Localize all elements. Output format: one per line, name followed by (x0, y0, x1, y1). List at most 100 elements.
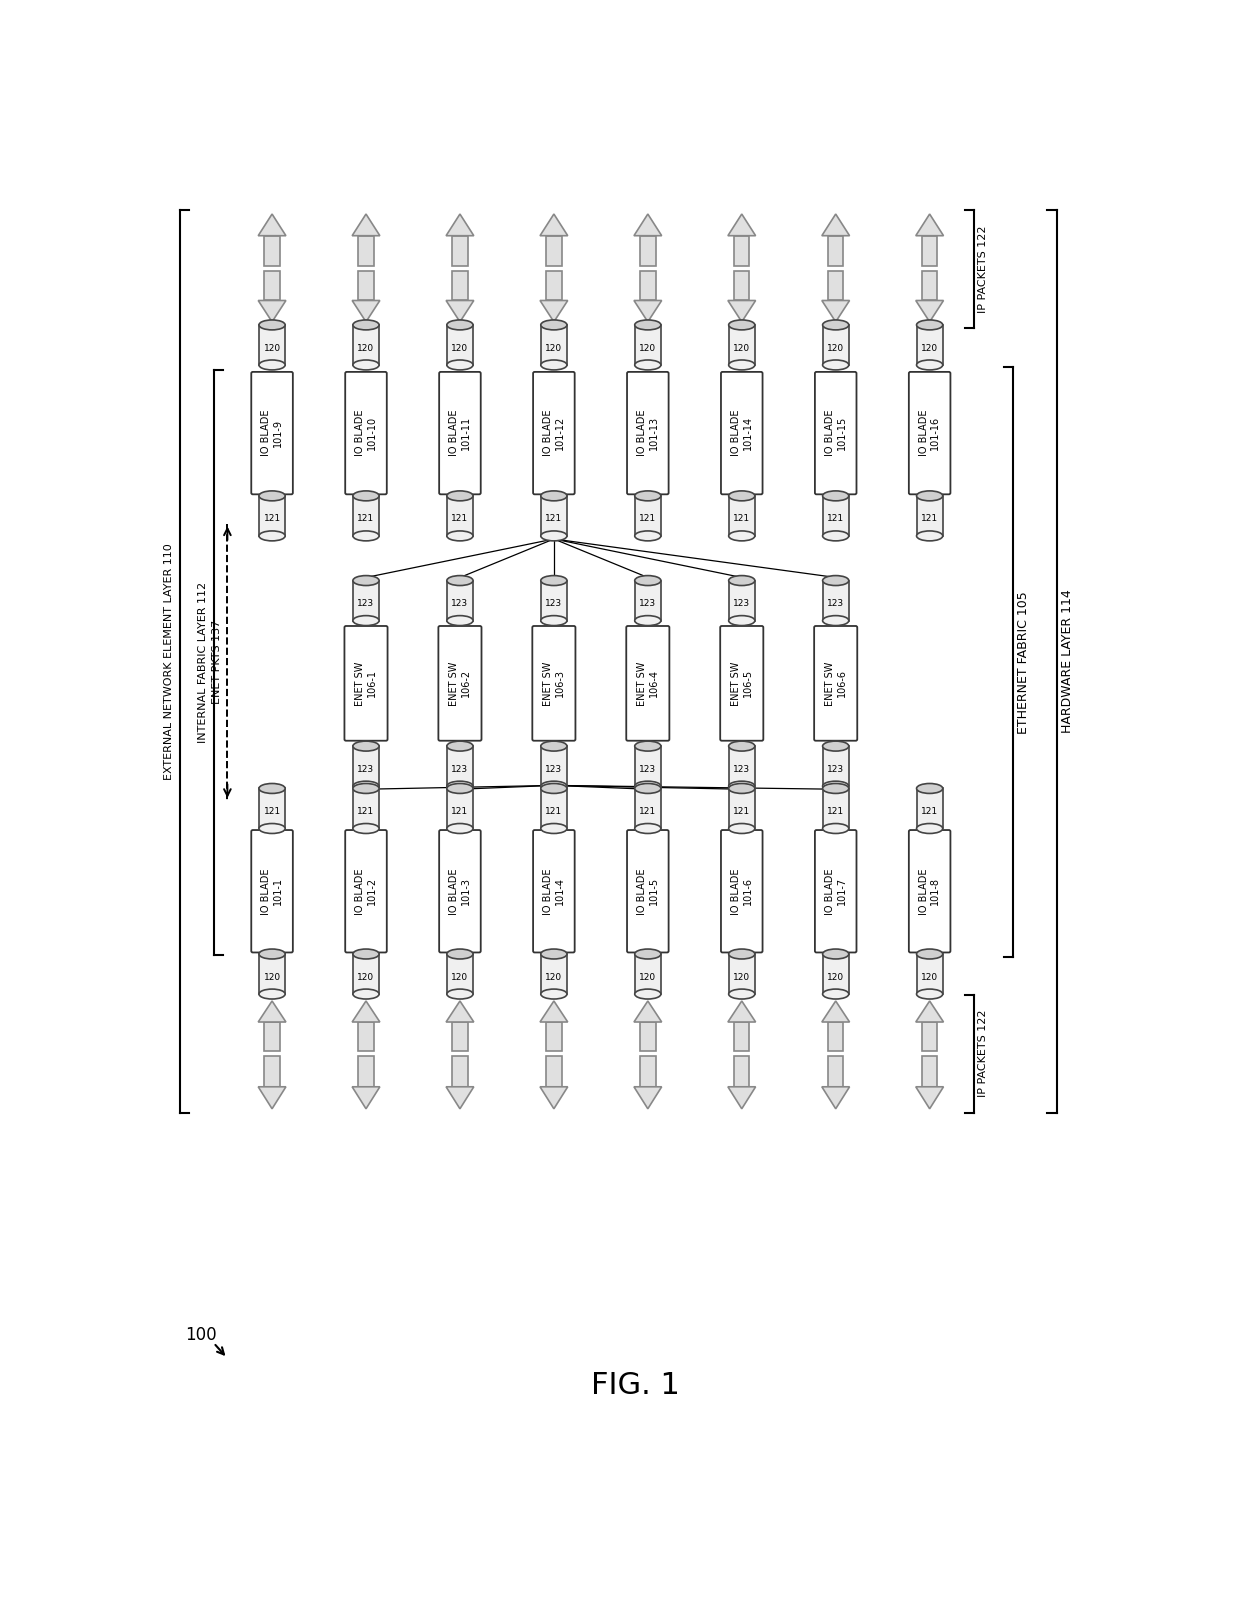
Bar (446, 581, 472, 621)
Text: IO BLADE
101-13: IO BLADE 101-13 (637, 411, 658, 457)
Bar (446, 954, 472, 994)
Ellipse shape (541, 823, 567, 834)
Ellipse shape (446, 950, 472, 959)
Text: 123: 123 (733, 765, 750, 773)
Bar (264, 271, 280, 300)
Bar (264, 1057, 280, 1088)
Ellipse shape (446, 359, 472, 371)
Polygon shape (446, 1001, 474, 1022)
Bar (453, 1022, 467, 1051)
Ellipse shape (446, 823, 472, 834)
Bar (541, 789, 567, 829)
FancyBboxPatch shape (252, 372, 293, 494)
Ellipse shape (353, 319, 379, 330)
Polygon shape (822, 1001, 849, 1022)
Ellipse shape (635, 359, 661, 371)
Ellipse shape (822, 319, 849, 330)
Bar (921, 236, 937, 266)
Bar (546, 236, 562, 266)
Bar (353, 954, 379, 994)
Text: 123: 123 (827, 765, 844, 773)
Ellipse shape (822, 781, 849, 791)
Text: ENET SW
106-3: ENET SW 106-3 (543, 661, 564, 706)
Bar (640, 1057, 656, 1088)
Polygon shape (728, 300, 755, 322)
Bar (635, 326, 661, 366)
Polygon shape (541, 213, 568, 236)
Ellipse shape (353, 741, 379, 751)
Bar (546, 271, 562, 300)
Text: IO BLADE
101-9: IO BLADE 101-9 (262, 411, 283, 457)
Bar (453, 236, 467, 266)
Bar (916, 326, 942, 366)
Text: IO BLADE
101-1: IO BLADE 101-1 (262, 868, 283, 914)
Bar (635, 496, 661, 536)
Ellipse shape (259, 319, 285, 330)
FancyBboxPatch shape (533, 372, 574, 494)
Bar (729, 954, 755, 994)
Bar (353, 496, 379, 536)
Text: INTERNAL FABRIC LAYER 112: INTERNAL FABRIC LAYER 112 (197, 582, 208, 743)
Bar (541, 326, 567, 366)
Bar (541, 746, 567, 786)
Polygon shape (541, 1001, 568, 1022)
Text: IO BLADE
101-16: IO BLADE 101-16 (919, 411, 940, 457)
Text: ENET SW
106-6: ENET SW 106-6 (825, 661, 847, 706)
Polygon shape (822, 213, 849, 236)
Bar (640, 1022, 656, 1051)
FancyBboxPatch shape (815, 626, 857, 741)
Ellipse shape (541, 783, 567, 794)
Bar (259, 954, 285, 994)
Text: 121: 121 (640, 515, 656, 523)
Ellipse shape (541, 319, 567, 330)
Polygon shape (728, 1088, 755, 1108)
Text: 120: 120 (546, 343, 563, 353)
Text: 120: 120 (640, 972, 656, 982)
Ellipse shape (353, 531, 379, 541)
Text: IO BLADE
101-12: IO BLADE 101-12 (543, 411, 564, 457)
Text: IO BLADE
101-10: IO BLADE 101-10 (355, 411, 377, 457)
Ellipse shape (822, 741, 849, 751)
Bar (635, 581, 661, 621)
Text: 123: 123 (546, 765, 563, 773)
Text: 121: 121 (733, 515, 750, 523)
Text: 121: 121 (827, 515, 844, 523)
FancyBboxPatch shape (345, 626, 388, 741)
Polygon shape (446, 300, 474, 322)
Ellipse shape (446, 531, 472, 541)
Polygon shape (916, 213, 944, 236)
Ellipse shape (259, 823, 285, 834)
Ellipse shape (446, 783, 472, 794)
Ellipse shape (353, 576, 379, 585)
Ellipse shape (729, 783, 755, 794)
Text: FIG. 1: FIG. 1 (591, 1371, 680, 1400)
Bar (353, 581, 379, 621)
Text: IO BLADE
101-7: IO BLADE 101-7 (825, 868, 847, 914)
Polygon shape (352, 213, 379, 236)
FancyBboxPatch shape (626, 626, 670, 741)
Text: EXTERNAL NETWORK ELEMENT LAYER 110: EXTERNAL NETWORK ELEMENT LAYER 110 (164, 544, 174, 780)
Text: 120: 120 (451, 972, 469, 982)
Text: ENET SW
106-2: ENET SW 106-2 (449, 661, 471, 706)
FancyBboxPatch shape (345, 829, 387, 953)
Bar (635, 789, 661, 829)
Ellipse shape (729, 319, 755, 330)
Ellipse shape (353, 823, 379, 834)
Ellipse shape (635, 783, 661, 794)
Text: 120: 120 (546, 972, 563, 982)
Text: ENET SW
106-1: ENET SW 106-1 (355, 661, 377, 706)
Text: ETHERNET FABRIC 105: ETHERNET FABRIC 105 (1017, 590, 1029, 733)
Bar (828, 1022, 843, 1051)
Polygon shape (258, 1088, 286, 1108)
Bar (358, 1022, 373, 1051)
Polygon shape (634, 1001, 662, 1022)
Bar (921, 1057, 937, 1088)
Ellipse shape (541, 781, 567, 791)
FancyBboxPatch shape (909, 372, 950, 494)
FancyBboxPatch shape (439, 372, 481, 494)
Text: 120: 120 (357, 972, 374, 982)
Bar (640, 271, 656, 300)
FancyBboxPatch shape (720, 829, 763, 953)
Ellipse shape (541, 359, 567, 371)
Ellipse shape (541, 491, 567, 500)
